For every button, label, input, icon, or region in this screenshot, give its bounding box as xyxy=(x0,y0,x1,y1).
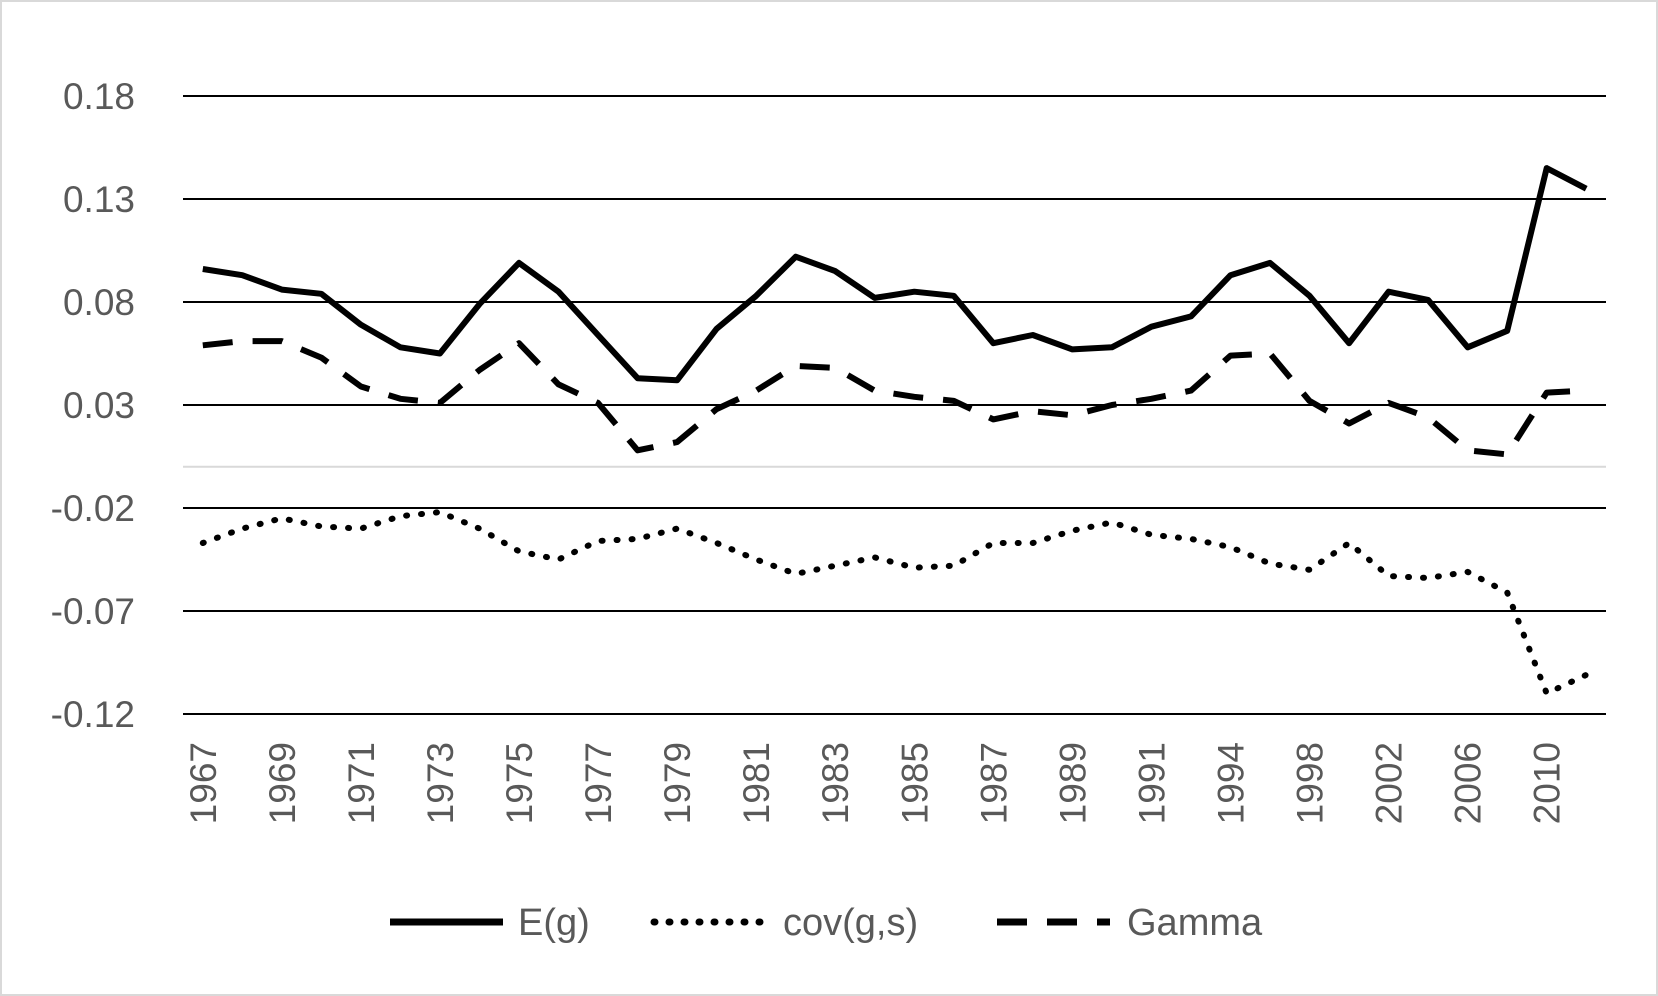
gridlines xyxy=(183,95,1606,715)
x-tick-label: 1969 xyxy=(262,742,303,824)
x-tick-label: 1983 xyxy=(815,742,856,824)
y-tick-label: 0.03 xyxy=(63,385,135,426)
x-tick-label: 1971 xyxy=(341,742,382,824)
x-tick-label: 1994 xyxy=(1210,742,1251,824)
x-tick-label: 1977 xyxy=(578,742,619,824)
legend-label-Gamma: Gamma xyxy=(1127,902,1263,944)
x-tick-label: 1987 xyxy=(973,742,1014,824)
x-tick-label: 1981 xyxy=(736,742,777,824)
y-tick-label: -0.12 xyxy=(51,694,135,735)
x-tick-label: 1998 xyxy=(1290,742,1331,824)
y-tick-label: 0.08 xyxy=(63,282,135,323)
series-line-cov(g,s) xyxy=(199,509,1590,697)
x-tick-label: 1975 xyxy=(499,742,540,824)
y-tick-label: 0.18 xyxy=(63,76,135,117)
series-line-Gamma xyxy=(202,338,1587,458)
x-axis-tick-labels: 1967 1969 1971 1973 1975 1977 1979 1981 1983 1985… xyxy=(183,742,1568,824)
x-tick-label: 2006 xyxy=(1448,742,1489,824)
series-line-E(g) xyxy=(202,165,1588,384)
x-tick-label: 1985 xyxy=(894,742,935,824)
series-lines xyxy=(199,165,1590,697)
x-tick-label: 1979 xyxy=(657,742,698,824)
x-tick-label: 1967 xyxy=(183,742,224,824)
legend-label-cov(g,s): cov(g,s) xyxy=(783,902,918,944)
legend-label-E(g): E(g) xyxy=(518,902,590,944)
y-axis-tick-labels: 0.18 0.13 0.08 0.03 -0.02 -0.07 -0.12 xyxy=(51,76,135,735)
y-tick-label: -0.07 xyxy=(51,591,135,632)
legend: E(g) cov(g,s) Gamma xyxy=(390,902,1263,944)
x-tick-label: 2010 xyxy=(1527,742,1568,824)
x-tick-label: 1973 xyxy=(420,742,461,824)
x-tick-label: 1991 xyxy=(1131,742,1172,824)
x-tick-label: 1989 xyxy=(1052,742,1093,824)
y-tick-label: 0.13 xyxy=(63,179,135,220)
y-tick-label: -0.02 xyxy=(51,488,135,529)
x-tick-label: 2002 xyxy=(1369,742,1410,824)
